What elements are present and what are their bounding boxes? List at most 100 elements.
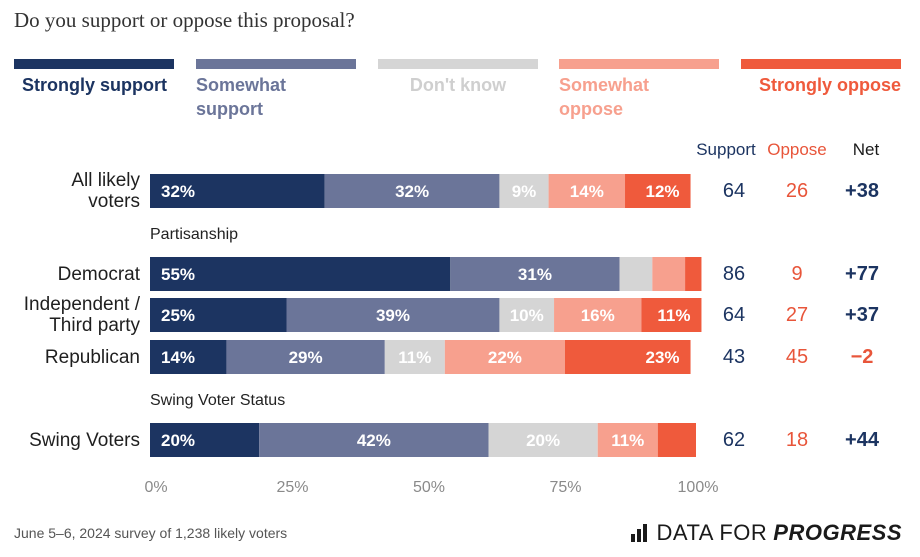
bar-segment (625, 174, 691, 208)
x-tick-label: 0% (144, 479, 167, 496)
legend-label: Don't know (409, 75, 507, 95)
data-label: 55% (161, 265, 195, 284)
row-label-line: Independent / (23, 294, 140, 315)
oppose-value: 45 (785, 346, 809, 368)
bar-segment (150, 340, 227, 374)
legend-label: Somewhat oppose (559, 75, 650, 119)
bar-chart-icon (630, 524, 651, 542)
data-label: 25% (161, 306, 195, 325)
bar-segment (499, 174, 549, 208)
x-tick-label: 75% (549, 479, 581, 496)
data-label: 42% (357, 431, 391, 450)
data-label: 12% (646, 182, 680, 201)
legend-item-0: Strongly support (14, 59, 174, 97)
bar-segment (657, 423, 696, 457)
row-label-line: Democrat (57, 263, 140, 285)
bar-segment (499, 298, 555, 332)
x-tick-label: 50% (413, 479, 445, 496)
net-value: +37 (845, 304, 879, 326)
bar-segment (554, 298, 642, 332)
data-label: 14% (161, 348, 195, 367)
bar-segment (384, 340, 445, 374)
brand-prefix: DATA FOR (656, 520, 768, 545)
row-label: Democrat (58, 264, 140, 285)
data-label: 11% (398, 348, 431, 367)
data-label: 11% (657, 306, 690, 325)
brand-suffix: PROGRESS (773, 520, 902, 545)
brand-logo: DATA FOR PROGRESS (630, 520, 902, 546)
legend-swatch (378, 59, 538, 69)
support-column-header: Support (696, 140, 756, 159)
legend-swatch (14, 59, 174, 69)
data-label: 32% (395, 182, 429, 201)
data-label: 14% (570, 182, 604, 201)
section-label-swing-voter-status: Swing Voter Status (150, 392, 286, 409)
legend-item-3: Somewhat oppose (559, 59, 719, 121)
support-value: 62 (722, 429, 746, 451)
row-label: Republican (45, 347, 140, 368)
data-label: 11% (611, 431, 644, 450)
legend-item-2: Don't know (378, 59, 538, 97)
row-label-line: Swing Voters (29, 429, 140, 451)
row-label: Swing Voters (29, 430, 140, 451)
bar-segment (450, 257, 620, 291)
data-label: 9% (512, 182, 537, 201)
bar-segment (685, 257, 702, 291)
data-label: 31% (518, 265, 552, 284)
data-label: 10% (510, 306, 544, 325)
support-value: 43 (722, 346, 746, 368)
bar-segment (597, 423, 658, 457)
x-tick-label: 100% (678, 479, 719, 496)
data-label: 20% (161, 431, 195, 450)
row-label: All likely voters (71, 170, 140, 212)
support-value: 86 (722, 263, 746, 285)
data-label: 39% (376, 306, 410, 325)
data-label: 23% (646, 348, 680, 367)
row-label-line: Republican (44, 346, 140, 368)
bar-segment (619, 257, 653, 291)
legend-item-4: Strongly oppose (741, 59, 901, 97)
net-value: +38 (845, 180, 879, 202)
oppose-column-header: Oppose (767, 140, 827, 159)
legend-item-1: Somewhat support (196, 59, 356, 121)
bar-segment (286, 298, 500, 332)
legend-swatch (559, 59, 719, 69)
net-column-header: Net (852, 140, 880, 159)
data-label: 16% (581, 306, 615, 325)
survey-note: June 5–6, 2024 survey of 1,238 likely vo… (14, 525, 288, 541)
chart-title: Do you support or oppose this proposal? (14, 8, 355, 32)
legend-label: Strongly support (22, 75, 167, 95)
support-value: 64 (722, 180, 746, 202)
bar-segment (548, 174, 626, 208)
row-label: Independent / Third party (24, 294, 140, 336)
data-label: 22% (488, 348, 522, 367)
oppose-value: 9 (791, 263, 803, 285)
bar-segment (564, 340, 691, 374)
x-tick-label: 25% (276, 479, 308, 496)
bar-segment (150, 298, 287, 332)
net-value: +44 (845, 429, 879, 451)
bar-segment (150, 423, 260, 457)
support-value: 64 (722, 304, 746, 326)
data-label: 20% (526, 431, 560, 450)
oppose-value: 26 (785, 180, 809, 202)
section-label-partisanship: Partisanship (150, 226, 239, 243)
bar-segment (641, 298, 702, 332)
oppose-value: 27 (785, 304, 809, 326)
bar-row: 55% 31% (150, 257, 702, 291)
bar-segment (259, 423, 489, 457)
legend-label: Somewhat support (196, 75, 287, 119)
row-label-line: Third party (49, 315, 140, 336)
bar-segment (226, 340, 385, 374)
legend-swatch (196, 59, 356, 69)
oppose-value: 18 (785, 429, 809, 451)
legend-swatch (741, 59, 901, 69)
bar-row: 14% 29% 11% 22% 23% (150, 340, 691, 374)
bar-row: 20% 42% 20% 11% (150, 423, 696, 457)
bar-row: 32% 32% 9% 14% 12% (150, 174, 691, 208)
bar-segment (652, 257, 686, 291)
bar-segment (324, 174, 500, 208)
data-label: 29% (289, 348, 323, 367)
legend-label: Strongly oppose (758, 75, 901, 95)
